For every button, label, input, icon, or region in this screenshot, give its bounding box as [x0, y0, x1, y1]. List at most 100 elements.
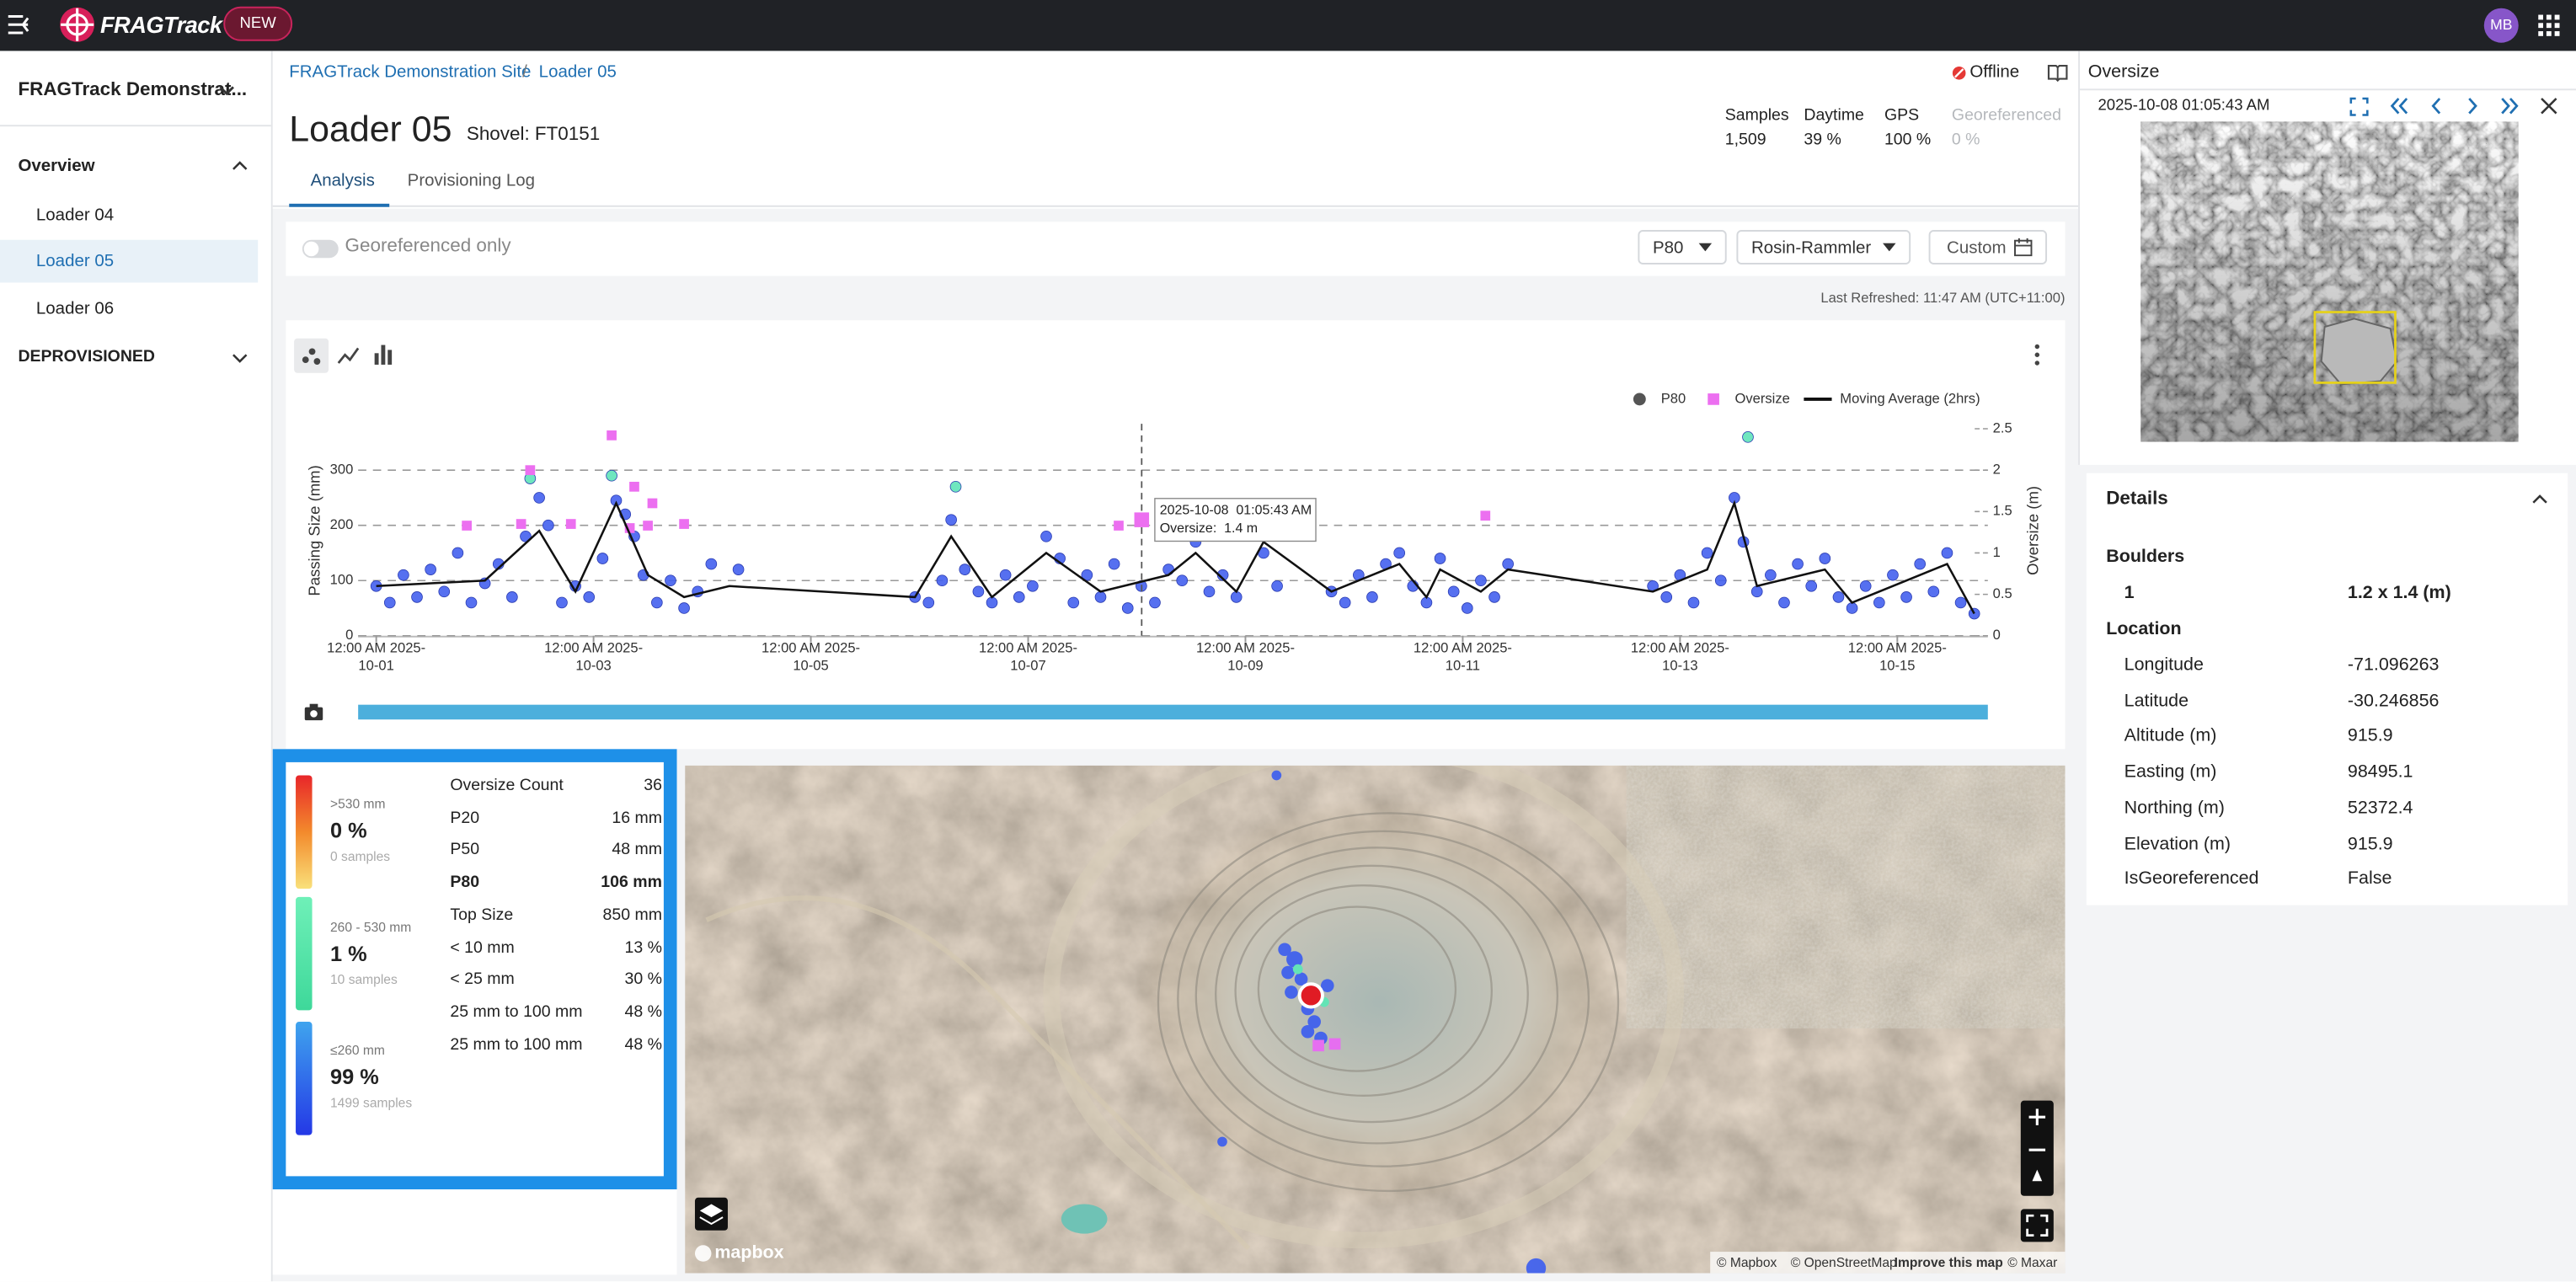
p80-point	[1366, 591, 1378, 603]
y-tick-label: 100	[330, 572, 354, 588]
brand: FRAGTrack	[99, 11, 222, 38]
boulder-size: 1.2 x 1.4 (m)	[2347, 583, 2451, 603]
p80-point	[606, 469, 617, 482]
p80-point	[1701, 547, 1713, 559]
stat-value: 48 %	[624, 1003, 662, 1022]
tab[interactable]: Analysis	[310, 170, 375, 191]
band-gradient	[296, 896, 313, 1011]
menu-button[interactable]	[7, 13, 33, 36]
chevron	[232, 354, 248, 363]
fullscreen-button[interactable]	[2020, 1209, 2054, 1242]
map[interactable]: mapbox © Mapbox © OpenStreetMap Improve …	[685, 765, 2066, 1274]
panel-title: Oversize	[2087, 62, 2160, 83]
attribution-bg	[1710, 1252, 2066, 1274]
p80-point	[1393, 547, 1406, 559]
section-title[interactable]: Details	[2106, 489, 2168, 510]
oversize-marker	[1312, 1039, 1324, 1052]
y-tick-label: 300	[330, 462, 354, 478]
stat-label: P50	[450, 841, 480, 860]
y2-tick-label: 2	[1993, 462, 2001, 478]
p80-point	[520, 530, 532, 542]
top-bar	[0, 0, 2576, 51]
town-texture	[1626, 765, 2066, 1028]
stat-value: 13 %	[624, 938, 662, 958]
logo-icon	[60, 7, 95, 42]
p80-point	[425, 564, 436, 575]
p80-point	[1832, 591, 1845, 603]
page-title: Loader 05	[289, 108, 452, 150]
nav-item[interactable]: Loader 06	[35, 298, 115, 319]
timeline-slider[interactable]	[358, 704, 1988, 720]
attribution[interactable]: © Mapbox	[1717, 1256, 1777, 1270]
p80-point	[1805, 580, 1818, 592]
oversize-marker	[1328, 1038, 1341, 1050]
stat-label: GPS	[1884, 106, 1920, 126]
compass[interactable]	[2032, 1169, 2043, 1182]
range-picker[interactable]: Custom	[1928, 230, 2048, 264]
p80-point	[1434, 553, 1446, 564]
image-navigation[interactable]	[2348, 95, 2569, 116]
band-range: 260 - 530 mm	[330, 920, 412, 935]
stat-value: 48 %	[624, 1035, 662, 1055]
band-range: ≤260 mm	[330, 1043, 385, 1058]
summary-panel	[272, 749, 677, 1189]
scatter-view-button[interactable]	[301, 345, 322, 366]
nav-section[interactable]: DEPROVISIONED	[18, 348, 156, 366]
dropdown-caret	[1698, 243, 1713, 252]
selected-marker[interactable]	[1297, 982, 1324, 1009]
p80-point	[1914, 558, 1927, 570]
breadcrumb[interactable]: Loader 05	[538, 62, 617, 83]
nav-item[interactable]: Loader 04	[35, 205, 115, 226]
detail-label: Longitude	[2124, 655, 2204, 676]
zoom-in[interactable]	[2028, 1108, 2046, 1125]
bar-view-button[interactable]	[373, 344, 394, 365]
p80-point	[1778, 596, 1790, 609]
chart: Passing Size (mm) Oversize (m) 0 100 200 30…	[305, 390, 2041, 643]
p80-point	[949, 480, 962, 493]
sidebar	[0, 51, 273, 1282]
toggle[interactable]	[302, 239, 339, 259]
site-selector[interactable]: FRAGTrack Demonstrat...	[18, 80, 248, 100]
detail-label: Easting (m)	[2124, 762, 2217, 783]
chart-menu-button[interactable]	[2034, 344, 2040, 366]
y-tick-label: 0	[345, 627, 353, 643]
attribution[interactable]: Improve this map	[1895, 1256, 2003, 1270]
p80-point	[959, 564, 971, 575]
p80-point	[1176, 574, 1189, 587]
line-view-button[interactable]	[337, 345, 360, 366]
camera-button[interactable]	[304, 703, 323, 721]
p80-point	[1203, 585, 1216, 598]
oversize-point	[629, 481, 639, 492]
zoom-controls	[2020, 1100, 2054, 1196]
y-axis-title: Passing Size (mm)	[305, 465, 323, 596]
tooltip-title: 2025-10-08 01:05:43 AM	[1160, 504, 1312, 518]
docs-button[interactable]	[2047, 64, 2068, 83]
tooltip-box	[1154, 498, 1317, 542]
new-badge: NEW	[223, 6, 293, 41]
p80-point	[1900, 591, 1912, 603]
stat-value: 48 mm	[612, 841, 662, 860]
tab[interactable]: Provisioning Log	[407, 170, 536, 191]
y2-tick-label: 1	[1993, 544, 2001, 560]
p80-point	[1846, 602, 1858, 614]
oversize-point	[565, 519, 576, 529]
stat-label: Top Size	[450, 906, 514, 925]
model-dropdown[interactable]: Rosin-Rammler	[1736, 230, 1911, 264]
nav-item[interactable]: Loader 05	[35, 251, 115, 271]
attribution[interactable]: © Maxar	[2007, 1256, 2057, 1270]
nav-section[interactable]: Overview	[18, 156, 95, 176]
oversize-point	[1114, 521, 1124, 531]
stat-label: Oversize Count	[450, 777, 564, 795]
x-tick-label: 12:00 AM 2025-10-13	[1630, 638, 1729, 673]
p80-point	[556, 596, 568, 609]
avatar[interactable]: MB	[2483, 8, 2519, 43]
p80-point	[1502, 558, 1514, 570]
calendar-icon	[2014, 238, 2033, 257]
attribution[interactable]: © OpenStreetMap	[1791, 1256, 1897, 1270]
selected-point	[1134, 512, 1150, 527]
metric-dropdown[interactable]: P80	[1638, 230, 1727, 264]
breadcrumb[interactable]: FRAGTrack Demonstration Site	[289, 62, 532, 83]
apps-button[interactable]	[2538, 14, 2560, 36]
boulder-id: 1	[2124, 583, 2135, 603]
